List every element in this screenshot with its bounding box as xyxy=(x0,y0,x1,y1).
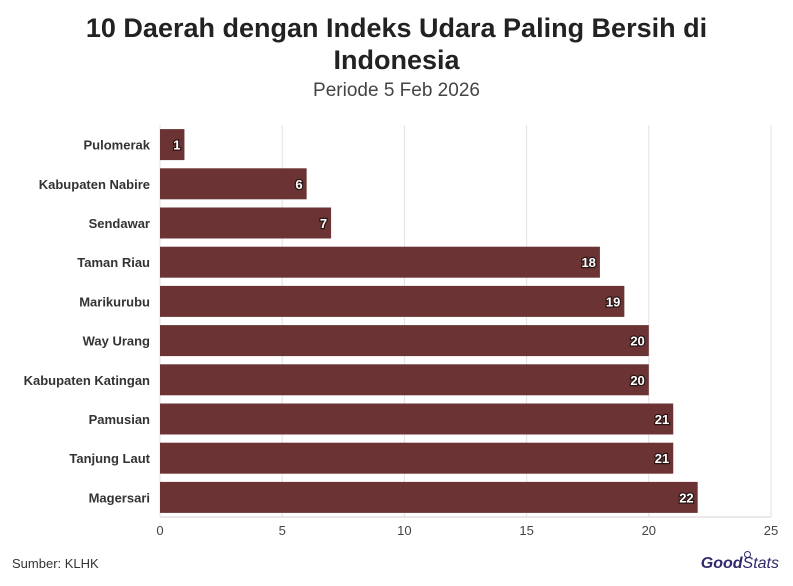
x-tick-label-20: 20 xyxy=(642,523,656,538)
x-tick-label-25: 25 xyxy=(764,523,778,538)
data-label-2: 6 xyxy=(295,177,302,192)
category-label-8: Pamusian xyxy=(89,412,150,427)
chart-title-line-2: Indonesia xyxy=(333,45,460,75)
bar-10 xyxy=(160,481,698,513)
data-label-3: 7 xyxy=(320,216,327,231)
chart-subtitle: Periode 5 Feb 2026 xyxy=(313,80,480,101)
bar-4 xyxy=(160,246,600,278)
category-label-10: Magersari xyxy=(89,490,150,505)
chart-title-line-1: 10 Daerah dengan Indeks Udara Paling Ber… xyxy=(85,13,708,43)
brand-logo: GoodStats xyxy=(700,551,779,573)
bar-2 xyxy=(160,168,307,200)
category-label-9: Tanjung Laut xyxy=(69,451,150,466)
bar-6 xyxy=(160,325,649,357)
bar-5 xyxy=(160,285,625,317)
data-label-5: 19 xyxy=(606,294,620,309)
bar-7 xyxy=(160,364,649,396)
bar-3 xyxy=(160,207,332,239)
data-label-6: 20 xyxy=(630,334,644,349)
x-tick-label-5: 5 xyxy=(279,523,286,538)
data-label-4: 18 xyxy=(581,255,595,270)
category-label-6: Way Urang xyxy=(83,334,150,349)
category-label-4: Taman Riau xyxy=(77,255,150,270)
data-label-7: 20 xyxy=(630,373,644,388)
x-tick-label-0: 0 xyxy=(156,523,163,538)
brand-logo-bold: Good xyxy=(700,555,743,572)
chart-title: 10 Daerah dengan Indeks Udara Paling Ber… xyxy=(0,12,793,76)
data-label-10: 22 xyxy=(679,490,693,505)
brand-logo-regular: Stats xyxy=(742,555,779,572)
category-label-1: Pulomerak xyxy=(84,138,151,153)
x-tick-label-15: 15 xyxy=(519,523,533,538)
x-tick-label-10: 10 xyxy=(397,523,411,538)
source-note: Sumber: KLHK xyxy=(12,556,99,571)
bar-9 xyxy=(160,442,674,474)
data-label-8: 21 xyxy=(655,412,669,427)
data-label-1: 1 xyxy=(173,138,180,153)
category-label-2: Kabupaten Nabire xyxy=(39,177,150,192)
brand-dot-icon xyxy=(744,551,751,558)
category-label-3: Sendawar xyxy=(89,216,150,231)
bar-8 xyxy=(160,403,674,435)
bar-1 xyxy=(160,129,185,161)
category-label-5: Marikurubu xyxy=(79,294,150,309)
category-label-7: Kabupaten Katingan xyxy=(24,373,150,388)
data-label-9: 21 xyxy=(655,451,669,466)
